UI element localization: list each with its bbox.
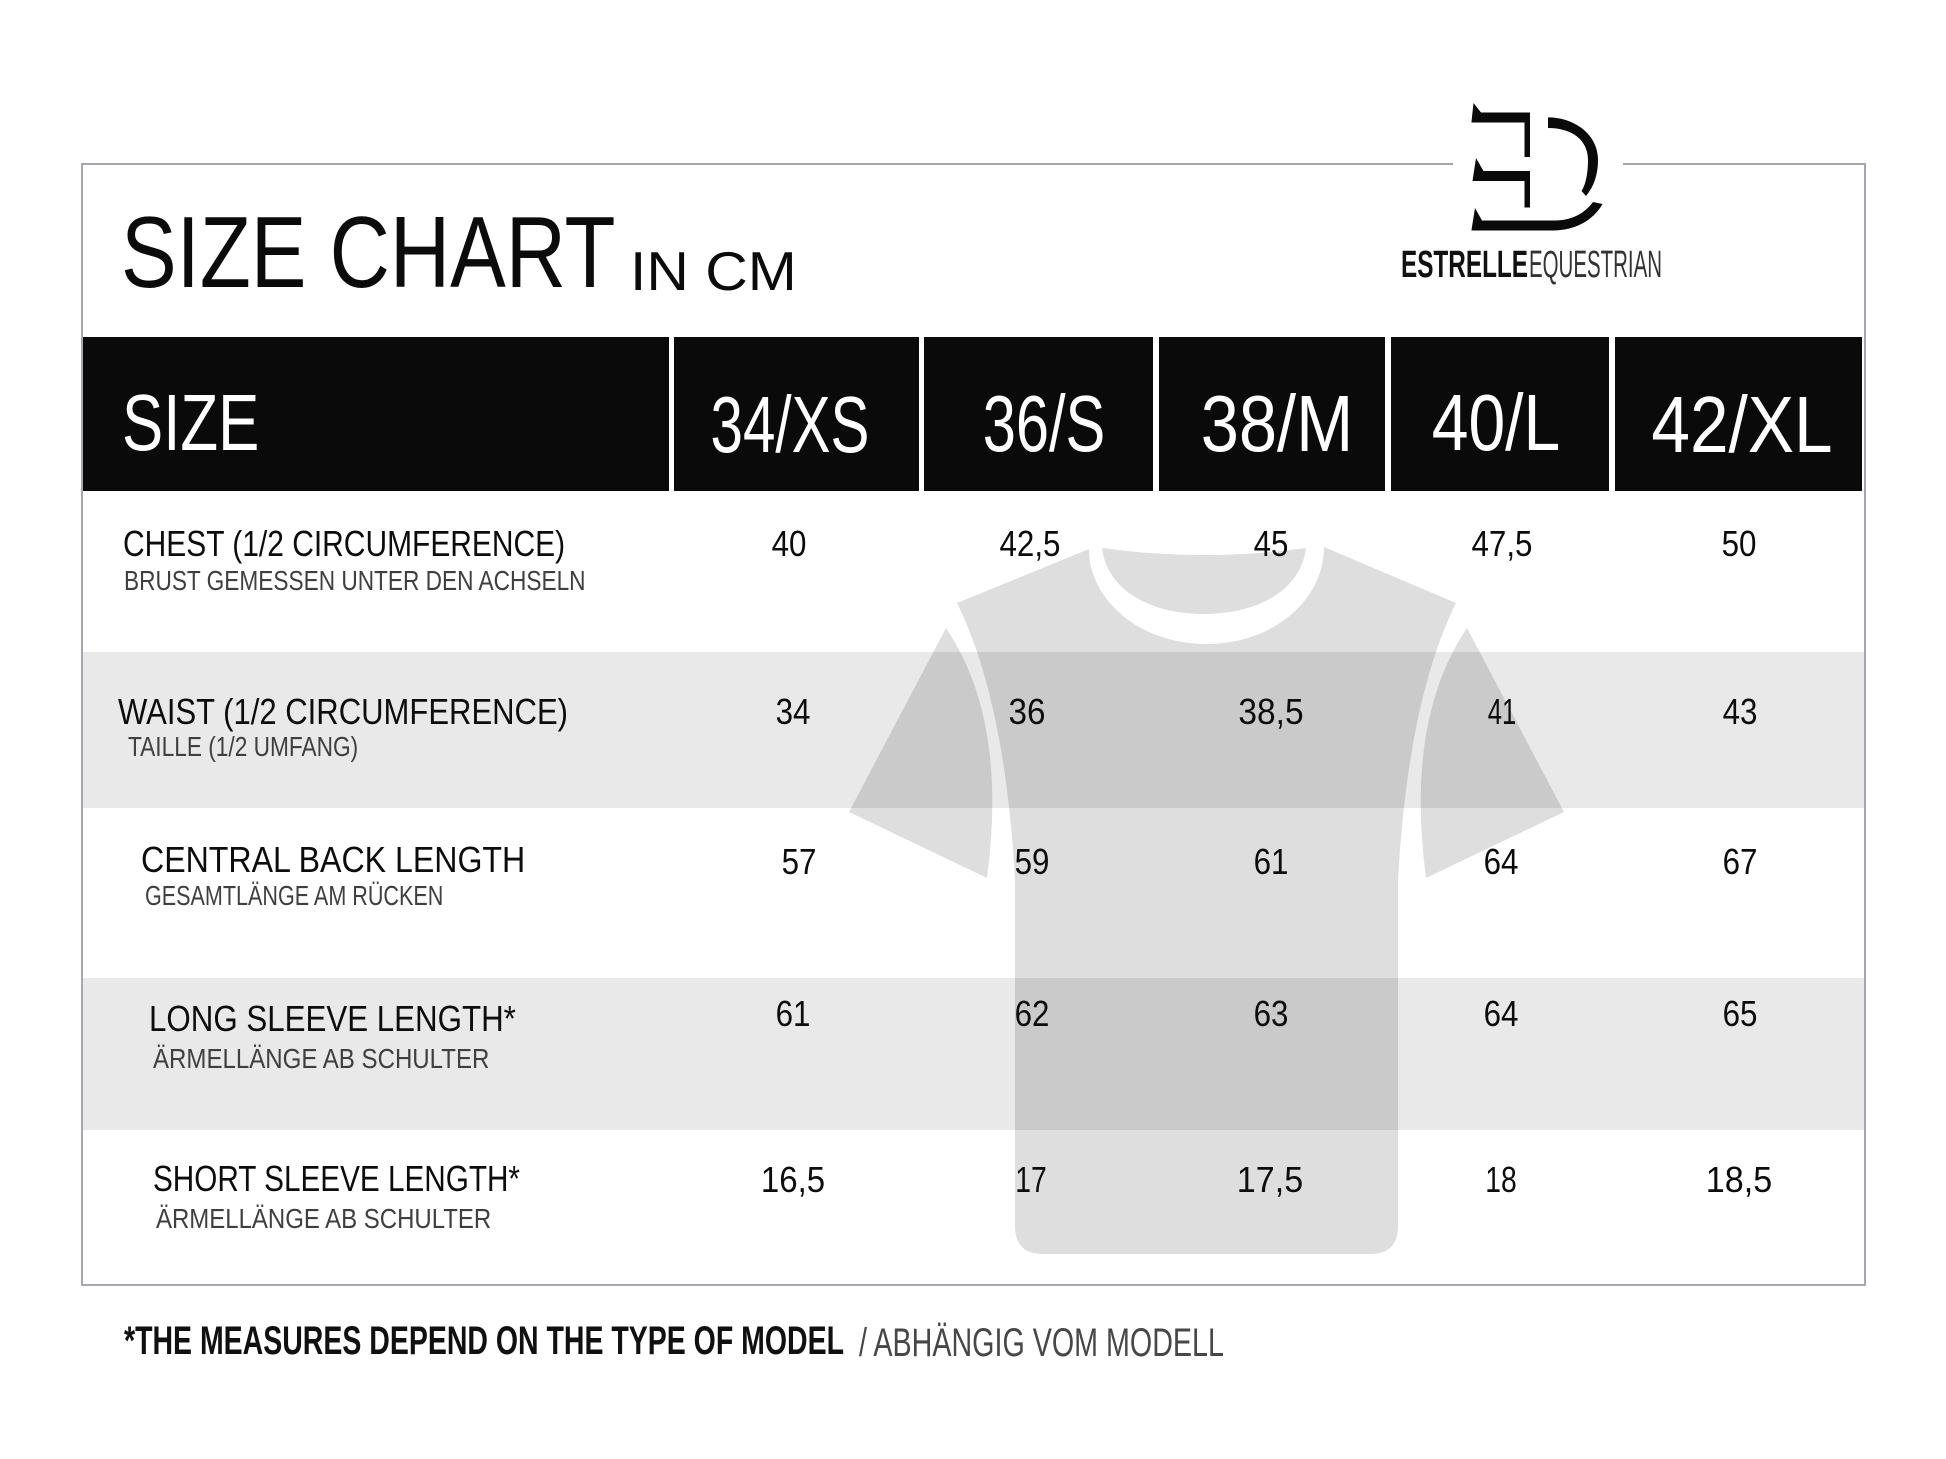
svg-text:ESTRELLE: ESTRELLE	[1401, 244, 1528, 286]
svg-text:EQUESTRIAN: EQUESTRIAN	[1529, 244, 1662, 286]
